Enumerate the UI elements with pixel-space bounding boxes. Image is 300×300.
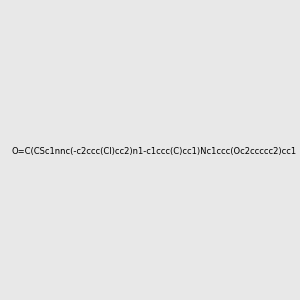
Text: O=C(CSc1nnc(-c2ccc(Cl)cc2)n1-c1ccc(C)cc1)Nc1ccc(Oc2ccccc2)cc1: O=C(CSc1nnc(-c2ccc(Cl)cc2)n1-c1ccc(C)cc1… xyxy=(11,147,296,156)
